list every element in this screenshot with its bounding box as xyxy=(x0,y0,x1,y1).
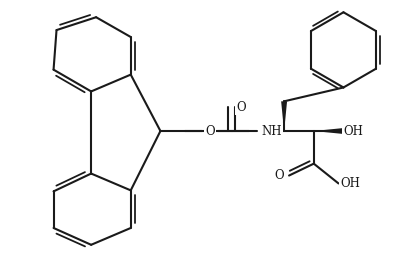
Text: O: O xyxy=(274,169,284,182)
Text: O: O xyxy=(237,101,246,114)
Polygon shape xyxy=(281,101,287,131)
Text: NH: NH xyxy=(261,125,282,138)
Text: O: O xyxy=(274,169,284,182)
Text: OH: OH xyxy=(344,125,363,138)
Text: O: O xyxy=(205,125,215,138)
Text: NH: NH xyxy=(261,125,282,138)
Text: OH: OH xyxy=(344,125,363,138)
Text: OH: OH xyxy=(340,177,360,190)
Text: O: O xyxy=(237,101,246,114)
Text: OH: OH xyxy=(340,177,360,190)
Text: O: O xyxy=(205,125,215,138)
Polygon shape xyxy=(314,128,344,134)
